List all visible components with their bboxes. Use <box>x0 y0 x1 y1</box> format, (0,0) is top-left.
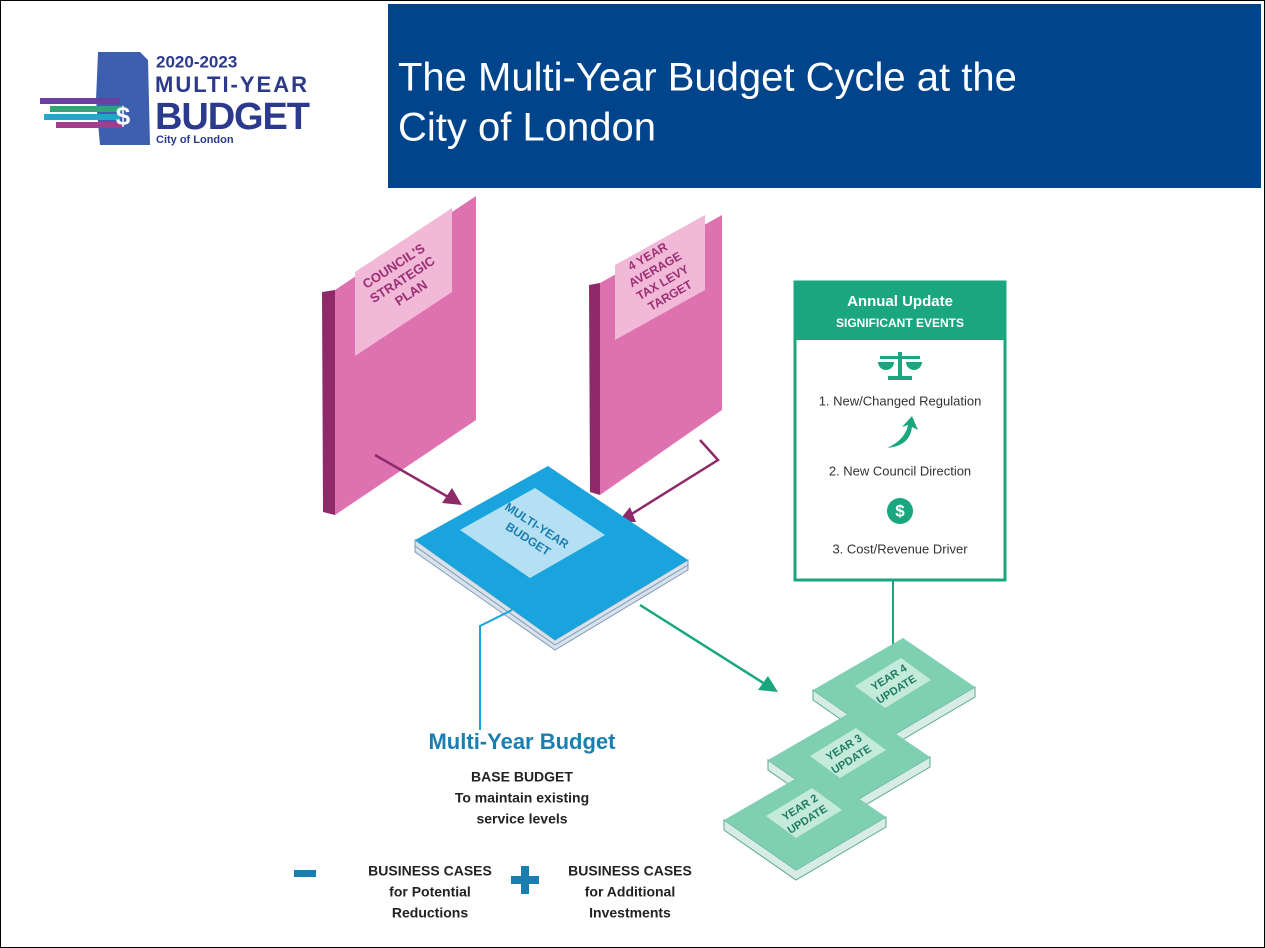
box-subtitle: SIGNIFICANT EVENTS <box>836 316 964 330</box>
annual-update-box: Annual Update SIGNIFICANT EVENTS 1. New/… <box>793 280 1007 582</box>
plus-heading: BUSINESS CASES <box>568 863 692 879</box>
minus-text: for Potential <box>389 884 471 900</box>
arrowhead <box>758 676 778 692</box>
logo-symbol: $ <box>116 101 131 131</box>
book-label <box>355 208 452 356</box>
scales-icon <box>878 352 922 380</box>
arrow <box>639 603 766 686</box>
logo-city: City of London <box>156 134 234 146</box>
book-label <box>810 728 886 778</box>
logo-stripe <box>40 98 120 104</box>
logo-shape <box>96 52 150 145</box>
dollar-symbol: $ <box>895 501 905 520</box>
book-label <box>460 488 605 578</box>
logo: $ 2020-2023 MULTI-YEAR BUDGET City of Lo… <box>40 52 310 146</box>
logo-line1: MULTI-YEAR <box>155 72 307 97</box>
event-text: 3. Cost/Revenue Driver <box>832 541 968 556</box>
icon-part <box>878 362 922 370</box>
logo-stripe <box>56 122 122 128</box>
plus-sign <box>521 866 529 894</box>
logo-years: 2020-2023 <box>156 52 237 71</box>
title-line: The Multi-Year Budget Cycle at the <box>398 56 1017 100</box>
logo-line2: BUDGET <box>155 96 310 138</box>
book-spine <box>322 290 335 515</box>
plus-text: Investments <box>589 905 671 921</box>
box-title: Annual Update <box>847 293 953 310</box>
box-header <box>795 282 1005 340</box>
icon-part <box>880 356 920 359</box>
base-heading: BASE BUDGET <box>471 769 573 785</box>
arrow-icon <box>887 416 918 448</box>
book-spine <box>589 283 600 495</box>
icon-part <box>898 352 902 378</box>
event-text: 2. New Council Direction <box>829 463 971 478</box>
summary-title: Multi-Year Budget <box>428 729 616 754</box>
strategic-plan-book: COUNCIL'S STRATEGIC PLAN <box>322 196 476 515</box>
icon-part <box>888 376 912 380</box>
arrowhead <box>442 488 462 505</box>
page-line <box>554 564 689 646</box>
title-banner <box>388 4 1261 188</box>
event-text: 1. New/Changed Regulation <box>819 393 982 408</box>
book-label <box>615 215 705 340</box>
minus-heading: BUSINESS CASES <box>368 863 492 879</box>
arrows <box>374 439 720 517</box>
dollar-icon <box>887 498 913 524</box>
book-label <box>855 658 931 708</box>
plus-text: for Additional <box>585 884 675 900</box>
arrow <box>374 453 451 500</box>
logo-stripe <box>50 106 122 112</box>
tax-levy-book: 4 YEAR AVERAGE TAX LEVY TARGET <box>589 215 722 495</box>
base-text: service levels <box>476 811 567 827</box>
book-label <box>766 788 842 838</box>
minus-sign <box>294 870 316 877</box>
minus-text: Reductions <box>392 905 468 921</box>
base-text: To maintain existing <box>455 790 589 806</box>
page-line <box>414 545 556 646</box>
connector <box>479 609 513 730</box>
arrow <box>629 439 720 517</box>
logo-stripe <box>44 114 120 120</box>
title-line: City of London <box>398 106 656 150</box>
multi-year-book: MULTI-YEAR BUDGET <box>414 466 689 651</box>
